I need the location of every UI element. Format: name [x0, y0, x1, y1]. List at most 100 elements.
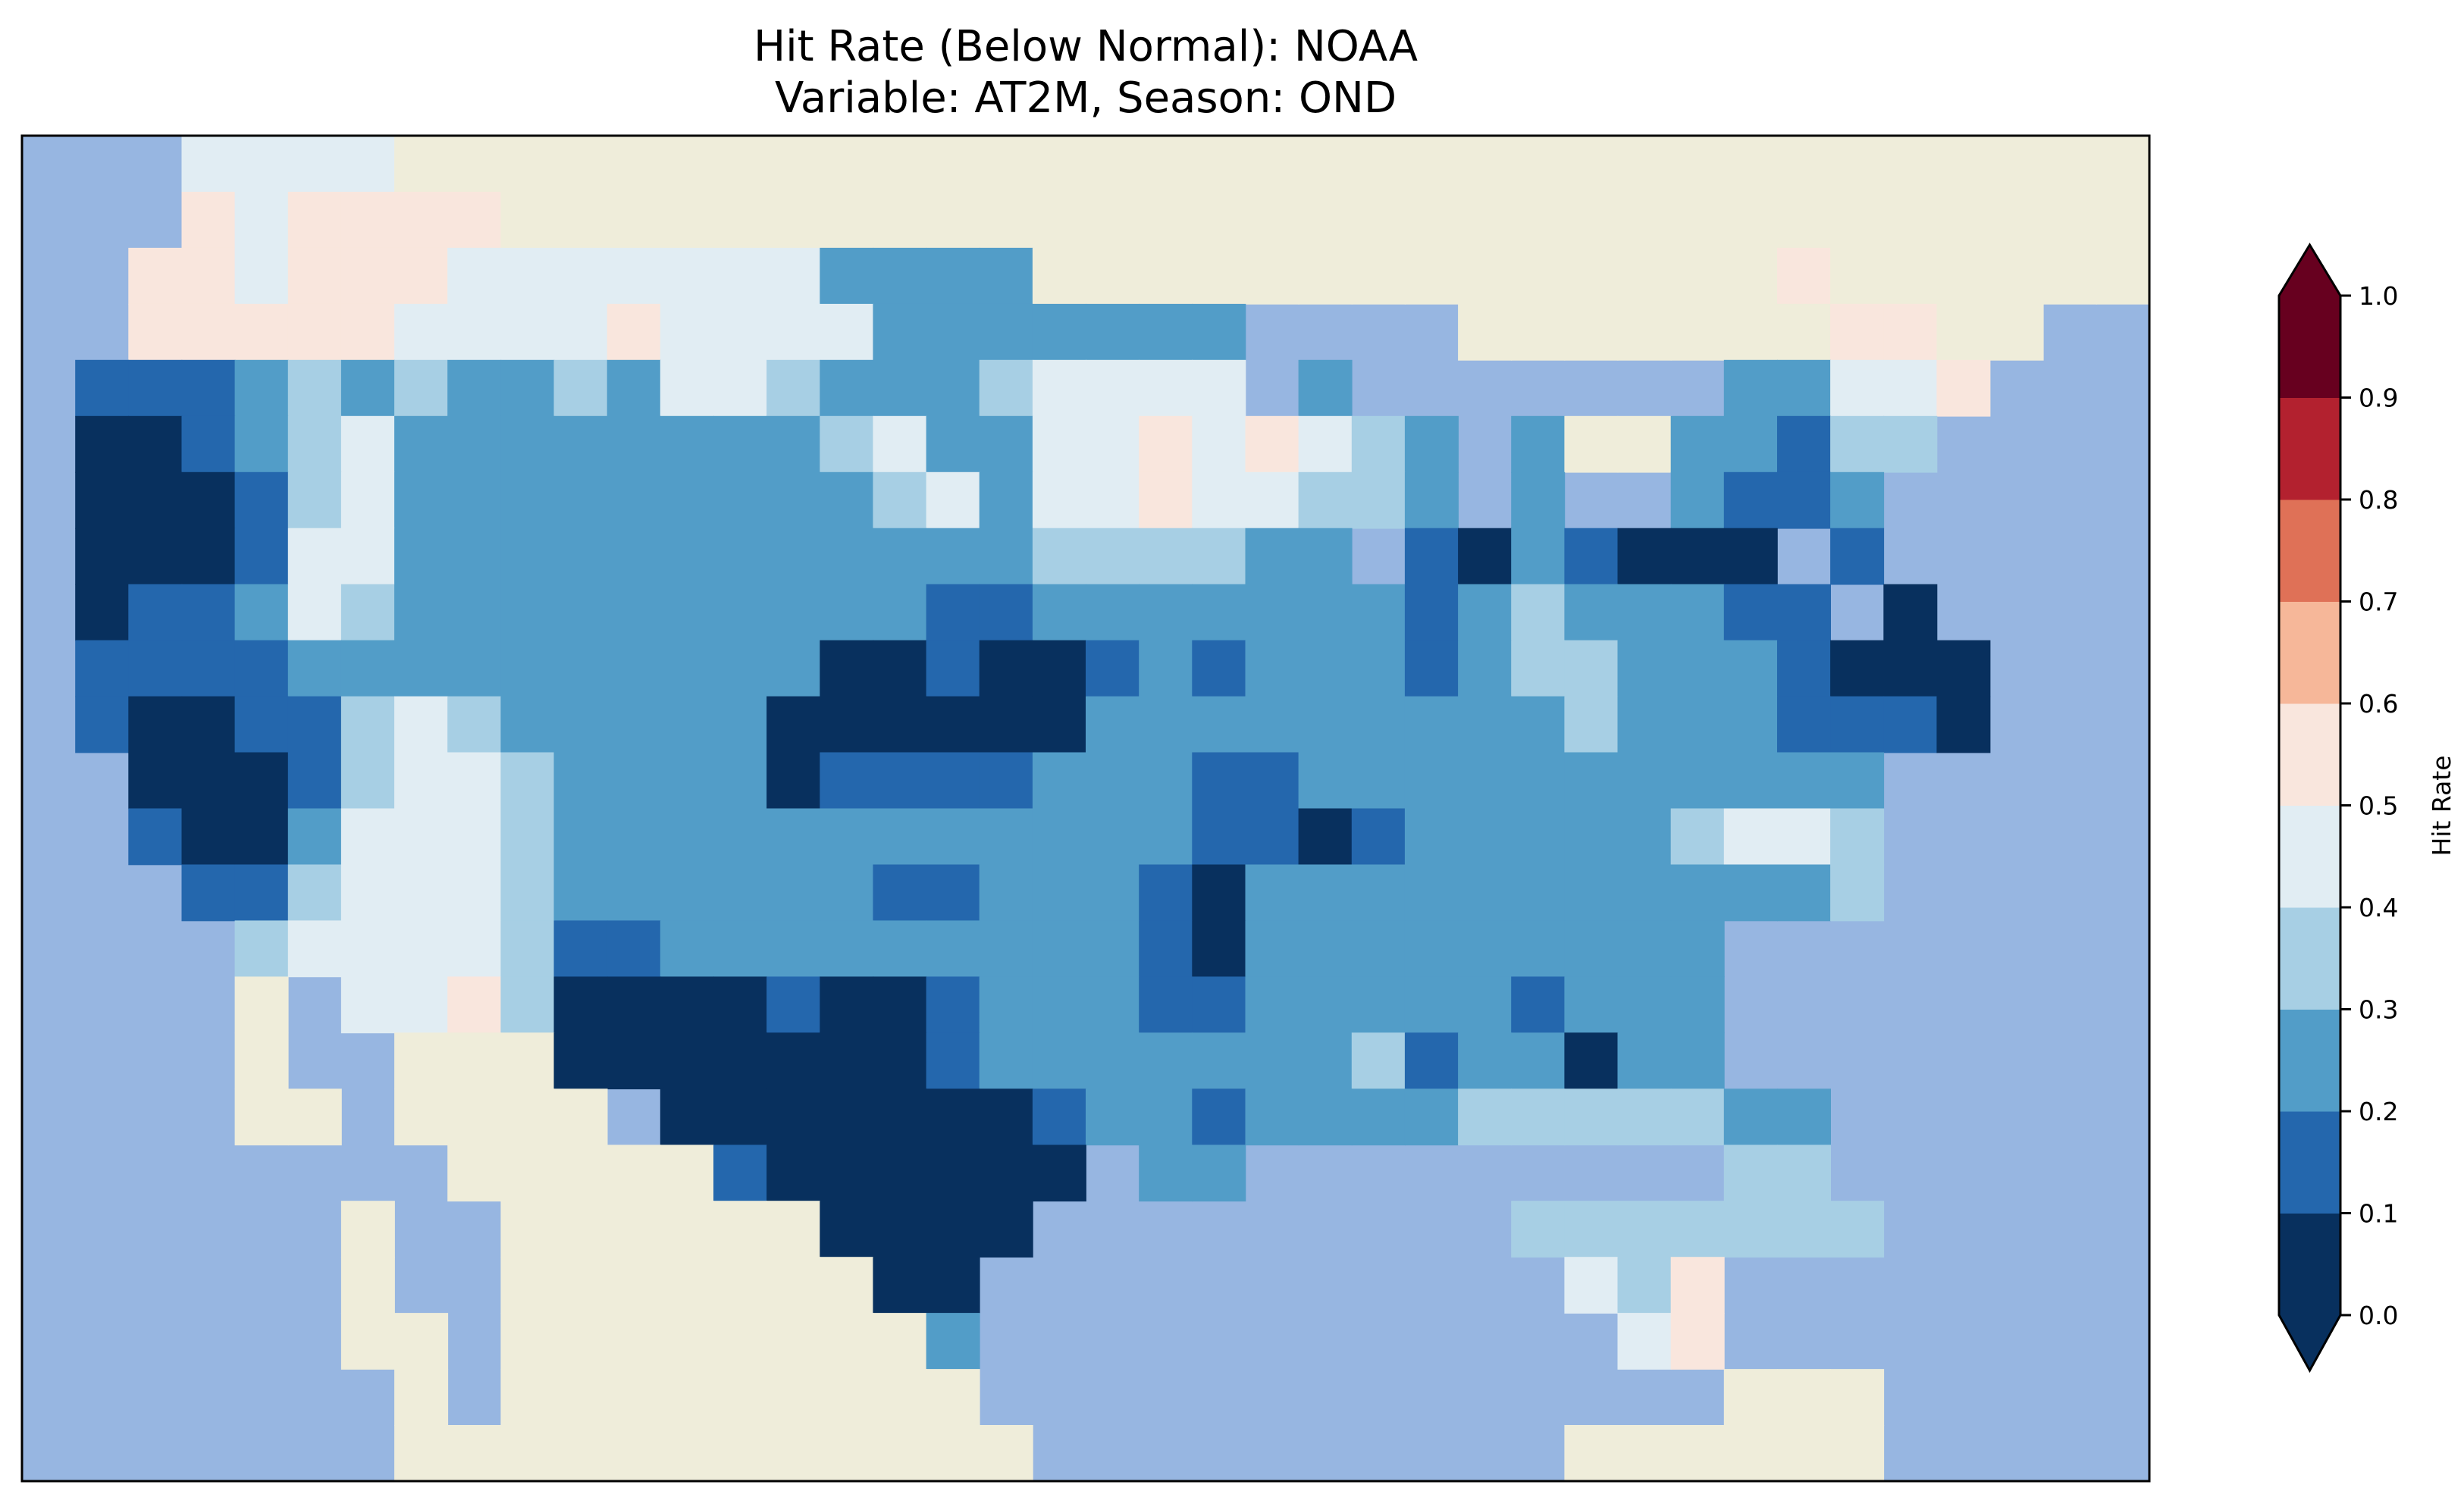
map-cell	[926, 920, 980, 978]
map-cell	[128, 528, 183, 585]
map-cell	[1617, 1032, 1672, 1090]
land-cell	[607, 1313, 661, 1370]
map-cell	[979, 1145, 1033, 1202]
land-cell	[1564, 1425, 1619, 1482]
map-cell	[1936, 696, 1991, 753]
map-cell	[181, 864, 236, 922]
land-cell	[234, 1032, 289, 1090]
land-cell	[766, 1425, 821, 1482]
land-cell	[926, 136, 980, 193]
land-cell	[1086, 247, 1140, 305]
map-cell	[128, 696, 183, 753]
map-cell	[1298, 696, 1353, 753]
land-cell	[394, 1369, 449, 1426]
colorbar-tick-label: 0.7	[2359, 587, 2398, 617]
map-cell	[1404, 640, 1459, 697]
map-cell	[1404, 864, 1459, 922]
land-cell	[1830, 136, 1885, 193]
land-cell	[607, 1201, 661, 1258]
map-cell	[1670, 471, 1725, 529]
map-cell	[1245, 1032, 1299, 1090]
map-cell	[1617, 528, 1672, 585]
land-cell	[2042, 192, 2097, 249]
map-cell	[553, 864, 608, 922]
map-cell	[1830, 528, 1885, 585]
map-cell	[1777, 696, 1831, 753]
land-cell	[820, 1257, 874, 1314]
land-cell	[766, 1257, 821, 1314]
map-cell	[287, 192, 342, 249]
map-cell	[1192, 1145, 1246, 1202]
map-cell	[1777, 1088, 1831, 1146]
map-cell	[1245, 471, 1299, 529]
land-cell	[500, 1257, 555, 1314]
map-cell	[1032, 864, 1086, 922]
map-cell	[873, 864, 927, 922]
map-cell	[979, 359, 1033, 417]
land-cell	[500, 192, 555, 249]
map-cell	[979, 1032, 1033, 1090]
map-cell	[1777, 808, 1831, 866]
map-cell	[1458, 920, 1513, 978]
land-cell	[1723, 136, 1778, 193]
colorbar-tick-label: 0.3	[2359, 995, 2398, 1025]
map-cell	[234, 303, 289, 361]
map-cell	[926, 696, 980, 753]
map-cell	[1139, 864, 1193, 922]
map-cell	[1617, 808, 1672, 866]
map-cell	[820, 471, 874, 529]
map-cell	[1564, 976, 1619, 1034]
land-cell	[766, 1201, 821, 1258]
map-cell	[447, 415, 502, 473]
land-cell	[1670, 192, 1725, 249]
map-cell	[287, 752, 342, 810]
map-cell	[1883, 415, 1938, 473]
map-cell	[1458, 976, 1513, 1034]
map-cell	[340, 640, 395, 697]
map-cell	[234, 920, 289, 978]
land-cell	[1830, 1369, 1885, 1426]
map-cell	[979, 976, 1033, 1034]
map-cell	[660, 528, 714, 585]
map-cell	[873, 808, 927, 866]
map-cell	[873, 415, 927, 473]
map-cell	[1670, 808, 1725, 866]
land-cell	[394, 136, 449, 193]
map-cell	[820, 696, 874, 753]
map-cell	[1617, 1088, 1672, 1146]
land-cell	[2096, 247, 2150, 305]
land-cell	[660, 1369, 714, 1426]
land-cell	[234, 1088, 289, 1146]
land-cell	[607, 1145, 661, 1202]
land-cell	[1936, 192, 1991, 249]
map-cell	[1670, 864, 1725, 922]
map-cell	[1086, 415, 1140, 473]
colorbar-bin	[2279, 805, 2340, 908]
land-cell	[660, 1313, 714, 1370]
map-cell	[1086, 359, 1140, 417]
map-cell	[340, 192, 395, 249]
map-cell	[1351, 864, 1406, 922]
map-cell	[1458, 864, 1513, 922]
map-cell	[1617, 976, 1672, 1034]
map-cell	[979, 1201, 1033, 1258]
map-cell	[1139, 415, 1193, 473]
map-cell	[181, 415, 236, 473]
map-cell	[1458, 1088, 1513, 1146]
map-cell	[820, 528, 874, 585]
map-cell	[766, 303, 821, 361]
map-cell	[1830, 359, 1885, 417]
map-cell	[1086, 808, 1140, 866]
map-cell	[340, 471, 395, 529]
land-cell	[553, 1257, 608, 1314]
map-cell	[1086, 1088, 1140, 1146]
map-cell	[1245, 808, 1299, 866]
land-cell	[979, 192, 1033, 249]
map-cell	[607, 808, 661, 866]
map-cell	[1883, 584, 1938, 641]
map-cell	[1670, 415, 1725, 473]
map-cell	[713, 696, 767, 753]
land-cell	[1298, 136, 1353, 193]
land-cell	[766, 1313, 821, 1370]
map-cell	[75, 640, 130, 697]
